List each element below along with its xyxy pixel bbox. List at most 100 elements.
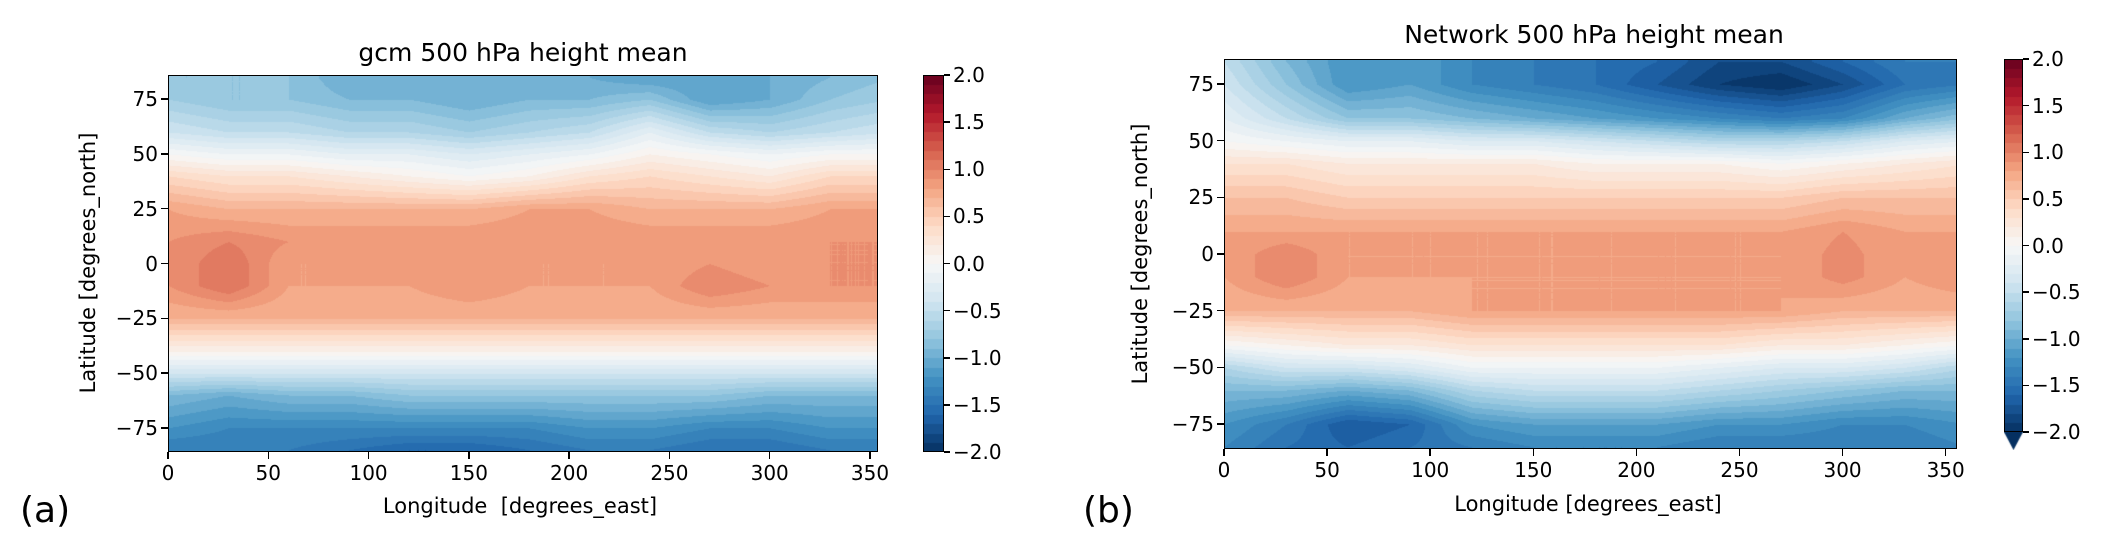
y-tick-label: −75 (115, 415, 158, 440)
colorbar-tick (2023, 198, 2029, 200)
x-tick-label: 350 (850, 461, 890, 485)
y-tick-label: 25 (1188, 185, 1214, 210)
x-tick-label: 100 (1411, 458, 1450, 482)
x-tick (468, 452, 470, 459)
x-tick (1223, 449, 1225, 456)
y-tick (161, 317, 168, 320)
colorbar-tick-label: 1.5 (953, 110, 985, 135)
x-tick-label: 200 (550, 461, 589, 485)
y-tick-label: 50 (132, 141, 158, 166)
xlabel-b: Longitude [degrees_east] (1454, 492, 1722, 516)
colorbar-tick-label: 2.0 (953, 63, 985, 87)
colorbar-tick-label: 0.0 (2032, 233, 2064, 258)
y-tick (161, 153, 168, 155)
colorbar-tick-label: −1.0 (2032, 326, 2081, 351)
y-tick-label: 25 (132, 196, 158, 221)
x-tick (1532, 449, 1535, 456)
colorbar-tick-label: −2.0 (2032, 420, 2081, 444)
colorbar-tick (2023, 431, 2029, 433)
colorbar-tick-label: 2.0 (2032, 47, 2064, 71)
y-tick-label: −75 (1171, 412, 1214, 437)
colorbar-tick (2023, 104, 2029, 107)
colorbar-frame (2004, 59, 2023, 432)
panel-label-b: (b) (1083, 490, 1134, 531)
y-tick (1217, 253, 1224, 255)
y-tick-label: −50 (115, 361, 158, 386)
x-tick-label: 50 (1314, 458, 1340, 482)
heatmap-field (1224, 59, 1957, 449)
x-tick-label: 300 (750, 461, 789, 485)
x-tick-label: 350 (1926, 458, 1965, 482)
x-tick (1429, 449, 1431, 456)
colorbar-tick-label: 0.0 (953, 251, 985, 276)
y-tick (161, 98, 168, 100)
x-tick (1635, 449, 1638, 456)
y-tick-label: 50 (1188, 128, 1214, 153)
colorbar-tick (2023, 151, 2029, 153)
colorbar-tick-label: 0.5 (2032, 186, 2064, 211)
colorbar-tick-label: 1.5 (2032, 93, 2064, 118)
colorbar-tick (944, 262, 950, 265)
x-tick-label: 300 (1823, 458, 1862, 482)
heatmap-field (168, 75, 878, 452)
colorbar-tick (2023, 58, 2029, 60)
x-tick-label: 0 (1217, 458, 1231, 482)
y-tick (161, 262, 168, 265)
colorbar-tick (2023, 244, 2029, 247)
x-tick (869, 452, 871, 459)
colorbar-tick-label: −0.5 (953, 298, 1002, 323)
xlabel-a: Longitude [degrees_east] (382, 494, 658, 518)
y-tick (1217, 139, 1224, 142)
axes-frame (1224, 59, 1957, 449)
x-tick (1841, 449, 1844, 456)
x-tick (768, 452, 771, 459)
x-tick (1738, 449, 1741, 456)
x-tick (568, 452, 570, 459)
colorbar-tick-label: −2.0 (953, 440, 1002, 464)
y-tick (161, 427, 168, 429)
colorbar (923, 75, 944, 452)
x-tick-label: 250 (650, 461, 689, 485)
y-tick-label: 75 (1188, 71, 1214, 96)
x-tick-label: 150 (1514, 458, 1553, 482)
ylabel-a: Latitude [degrees_north] (76, 132, 100, 394)
title-b: Network 500 hPa height mean (1404, 20, 1784, 49)
colorbar-tick (944, 309, 950, 312)
panel-label-a: (a) (20, 490, 71, 531)
title-a: gcm 500 hPa height mean (358, 38, 688, 67)
x-tick (367, 452, 370, 459)
colorbar-tick-label: −1.0 (953, 345, 1002, 370)
x-tick (1326, 449, 1328, 456)
y-tick (1217, 366, 1224, 369)
x-tick-label: 200 (1617, 458, 1656, 482)
colorbar-tick-label: −1.5 (953, 392, 1002, 417)
x-tick (267, 452, 270, 459)
y-tick (161, 207, 168, 210)
colorbar-tick (2023, 291, 2029, 293)
y-tick (161, 372, 168, 374)
y-tick-label: −25 (115, 306, 158, 331)
colorbar-tick-label: 1.0 (2032, 140, 2064, 165)
colorbar-tick-label: −0.5 (2032, 280, 2081, 305)
x-tick-label: 100 (349, 461, 388, 485)
colorbar-tick (944, 215, 950, 218)
colorbar (2004, 59, 2023, 450)
colorbar-frame (923, 75, 944, 452)
colorbar-tick-label: −1.5 (2032, 373, 2081, 398)
x-tick-label: 150 (449, 461, 488, 485)
colorbar-tick (944, 121, 950, 123)
colorbar-tick-label: 1.0 (953, 157, 985, 182)
colorbar-tick (944, 404, 950, 406)
ylabel-b: Latitude [degrees_north] (1128, 123, 1152, 385)
colorbar-tick-label: 0.5 (953, 204, 985, 229)
colorbar-tick (944, 357, 950, 359)
colorbar-tick (2023, 338, 2029, 340)
y-tick-label: 0 (145, 251, 158, 276)
x-tick-label: 0 (161, 461, 175, 485)
y-tick (1217, 83, 1224, 85)
colorbar-tick (2023, 384, 2029, 387)
x-tick (1944, 449, 1947, 456)
y-tick-label: −25 (1171, 298, 1214, 323)
y-tick (1217, 423, 1224, 425)
